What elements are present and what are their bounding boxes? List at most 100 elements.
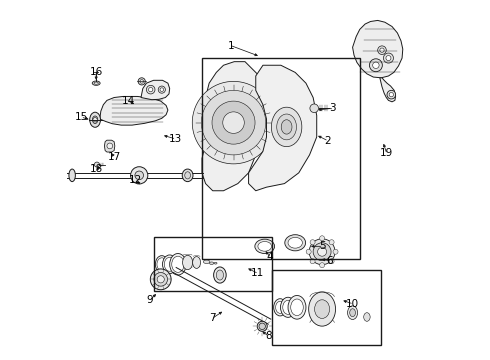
Text: 2: 2: [324, 136, 331, 145]
Text: 15: 15: [75, 112, 89, 122]
Polygon shape: [380, 78, 395, 102]
Circle shape: [148, 87, 153, 92]
Ellipse shape: [271, 107, 302, 147]
Ellipse shape: [214, 262, 217, 264]
Circle shape: [378, 46, 386, 54]
Circle shape: [373, 62, 379, 68]
Ellipse shape: [203, 260, 210, 264]
Ellipse shape: [210, 262, 214, 265]
Circle shape: [310, 259, 315, 264]
Ellipse shape: [291, 299, 303, 316]
Polygon shape: [248, 65, 317, 191]
Ellipse shape: [288, 237, 302, 248]
Circle shape: [201, 90, 266, 155]
Circle shape: [95, 162, 99, 167]
Ellipse shape: [309, 292, 336, 326]
Polygon shape: [353, 21, 403, 78]
Ellipse shape: [155, 256, 168, 273]
Ellipse shape: [154, 273, 168, 286]
Ellipse shape: [157, 258, 167, 271]
Circle shape: [306, 249, 311, 254]
Circle shape: [107, 143, 113, 149]
Circle shape: [192, 81, 275, 164]
Text: 11: 11: [251, 268, 264, 278]
Circle shape: [135, 171, 144, 180]
Ellipse shape: [274, 299, 287, 316]
Circle shape: [389, 93, 393, 97]
Text: 18: 18: [90, 164, 103, 174]
Ellipse shape: [309, 239, 335, 265]
Ellipse shape: [216, 270, 223, 280]
Circle shape: [131, 167, 148, 184]
Circle shape: [387, 90, 395, 99]
Text: 12: 12: [129, 175, 142, 185]
Ellipse shape: [288, 296, 306, 319]
Circle shape: [223, 112, 245, 134]
Text: 13: 13: [169, 134, 182, 144]
Ellipse shape: [364, 313, 370, 321]
Ellipse shape: [276, 301, 285, 313]
Text: 9: 9: [147, 295, 153, 305]
Ellipse shape: [283, 300, 294, 314]
Circle shape: [158, 86, 166, 93]
Text: 14: 14: [122, 96, 135, 106]
Ellipse shape: [163, 255, 177, 274]
Ellipse shape: [69, 169, 75, 181]
Circle shape: [147, 85, 155, 94]
Text: 4: 4: [267, 252, 273, 262]
Text: 3: 3: [330, 103, 336, 113]
Circle shape: [310, 104, 318, 113]
Circle shape: [160, 88, 164, 91]
Text: 17: 17: [107, 152, 121, 162]
Text: 7: 7: [209, 313, 216, 323]
Text: 5: 5: [319, 241, 325, 251]
Circle shape: [138, 78, 146, 85]
Ellipse shape: [214, 267, 226, 283]
Text: 10: 10: [346, 299, 359, 309]
Text: 16: 16: [90, 67, 103, 77]
Ellipse shape: [313, 243, 331, 261]
Circle shape: [329, 259, 334, 264]
Text: 8: 8: [265, 331, 271, 341]
Ellipse shape: [257, 321, 267, 331]
Ellipse shape: [185, 172, 191, 179]
Ellipse shape: [255, 239, 274, 253]
Polygon shape: [202, 62, 263, 191]
Circle shape: [329, 240, 334, 245]
Circle shape: [333, 249, 338, 254]
Ellipse shape: [277, 114, 296, 140]
Circle shape: [386, 55, 391, 60]
Ellipse shape: [182, 169, 193, 181]
Ellipse shape: [347, 306, 358, 319]
Polygon shape: [141, 80, 170, 100]
Ellipse shape: [90, 112, 100, 127]
Ellipse shape: [315, 300, 330, 319]
Ellipse shape: [258, 242, 271, 251]
Circle shape: [383, 53, 393, 63]
Circle shape: [319, 236, 324, 241]
Ellipse shape: [157, 276, 164, 283]
Polygon shape: [104, 140, 115, 152]
Ellipse shape: [259, 323, 266, 329]
Ellipse shape: [280, 297, 295, 318]
Ellipse shape: [92, 81, 100, 85]
Ellipse shape: [93, 116, 98, 123]
Circle shape: [380, 48, 384, 52]
Ellipse shape: [318, 247, 326, 256]
Circle shape: [369, 59, 382, 72]
Ellipse shape: [183, 255, 193, 270]
Circle shape: [140, 80, 144, 83]
Ellipse shape: [164, 257, 175, 271]
Ellipse shape: [170, 253, 186, 275]
Ellipse shape: [285, 235, 306, 251]
Ellipse shape: [94, 82, 98, 84]
Ellipse shape: [350, 309, 355, 317]
Ellipse shape: [193, 257, 200, 269]
Text: 6: 6: [326, 256, 333, 266]
Ellipse shape: [150, 269, 171, 290]
Circle shape: [310, 240, 315, 245]
Text: 19: 19: [380, 148, 393, 158]
Ellipse shape: [172, 256, 184, 273]
Text: 1: 1: [227, 41, 234, 50]
Circle shape: [212, 101, 255, 144]
